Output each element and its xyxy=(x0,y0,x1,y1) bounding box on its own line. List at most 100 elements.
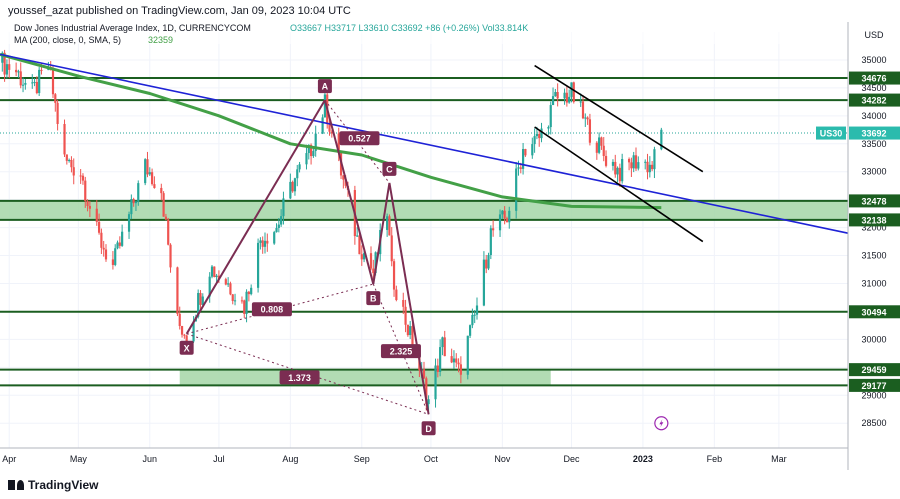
currency-label: USD xyxy=(864,30,884,40)
candle-body xyxy=(533,136,536,145)
candle-body xyxy=(130,199,133,215)
last-price-label: 33692 xyxy=(861,129,886,139)
moving-average xyxy=(0,52,662,210)
candle-body xyxy=(475,305,479,315)
candle-body xyxy=(70,159,73,168)
candle-body xyxy=(524,148,527,156)
candle-body xyxy=(468,325,472,336)
time-tick-label: Jun xyxy=(143,454,158,464)
candle-body xyxy=(243,300,246,314)
candle-body xyxy=(63,123,66,155)
price-chart[interactable]: X A B C D 0.527 0.808 2.325 1.373 Dow Jones Indu… xyxy=(0,22,900,470)
level-tag-label: 29177 xyxy=(861,381,886,391)
price-tick-label: 31000 xyxy=(861,279,886,289)
candle-body xyxy=(452,358,456,363)
candle-body xyxy=(459,364,462,375)
candle-body xyxy=(549,105,552,128)
level-tag-label: 30494 xyxy=(861,307,886,317)
candle-body xyxy=(197,292,200,317)
time-tick-label: Mar xyxy=(771,454,787,464)
candle-body xyxy=(84,180,87,202)
candle-body xyxy=(406,324,409,336)
candle-body xyxy=(298,164,301,170)
candle-body xyxy=(614,161,617,175)
candle-body xyxy=(556,92,559,99)
candle-body xyxy=(411,326,414,350)
candle-body xyxy=(402,300,405,307)
candle-body xyxy=(15,69,18,73)
candle-body xyxy=(309,144,313,157)
candle-body xyxy=(372,268,375,274)
candle-body xyxy=(392,261,396,290)
candle-body xyxy=(425,378,428,405)
candle-body xyxy=(427,399,430,405)
candle-body xyxy=(498,214,502,231)
candle-body xyxy=(374,252,377,274)
candle-body xyxy=(616,167,619,175)
zone-rect xyxy=(179,369,551,386)
candle-body xyxy=(330,131,333,134)
candle-body xyxy=(482,259,486,306)
candle-body xyxy=(572,82,575,102)
candle-body xyxy=(651,164,654,170)
candle-body xyxy=(291,181,294,192)
candle-body xyxy=(342,175,345,180)
pattern-ratio-badge xyxy=(380,344,421,359)
legend-ma: MA (200, close, 0, SMA, 5) xyxy=(14,35,121,45)
candle-body xyxy=(337,133,340,153)
candle-body xyxy=(19,71,22,86)
candle-body xyxy=(148,172,151,175)
support-resistance-zones xyxy=(0,200,848,386)
pattern-leg xyxy=(323,99,375,285)
candle-body xyxy=(68,159,71,161)
price-tick-label: 33500 xyxy=(861,139,886,149)
candle-body xyxy=(231,294,234,301)
candle-body xyxy=(215,275,218,278)
candle-body xyxy=(224,279,227,285)
candle-body xyxy=(100,232,103,248)
candle-body xyxy=(199,292,202,305)
tradingview-logo[interactable]: TradingView xyxy=(8,478,98,492)
candle-body xyxy=(637,162,640,169)
level-tag xyxy=(849,93,900,107)
candle-body xyxy=(114,248,117,265)
candle-body xyxy=(111,259,115,265)
level-tag xyxy=(849,305,900,319)
price-axis[interactable]: 2850029000295003000030500310003150032000… xyxy=(816,22,900,470)
candle-body xyxy=(56,102,59,124)
candle-body xyxy=(132,199,135,204)
candle-body xyxy=(634,155,638,169)
candle-body xyxy=(185,335,188,342)
candle-body xyxy=(646,161,649,173)
candle-body xyxy=(586,117,589,120)
legend-ohlc: O33667 H33717 L33610 C33692 +86 (+0.26%)… xyxy=(290,23,528,33)
level-tag xyxy=(849,363,900,377)
candle-body xyxy=(457,362,460,365)
price-tick-label: 33000 xyxy=(861,167,886,177)
candle-body xyxy=(627,159,631,163)
candle-body xyxy=(563,92,566,99)
channel-upper-line xyxy=(534,64,704,173)
candle-body xyxy=(487,255,490,269)
candle-body xyxy=(538,134,541,139)
candle-body xyxy=(81,175,85,181)
candle-body xyxy=(388,216,391,236)
pattern-ratio-badge xyxy=(251,302,292,317)
candle-body xyxy=(360,254,363,260)
trend-lines xyxy=(0,53,849,243)
level-tag-label: 34676 xyxy=(861,74,886,84)
candle-body xyxy=(632,155,635,169)
pattern-leg xyxy=(185,99,326,335)
time-axis[interactable]: Apr May Jun Jul Aug Sep Oct Nov Dec 2023 Feb Mar xyxy=(0,447,848,464)
candle-body xyxy=(134,201,138,204)
tradingview-logo-icon xyxy=(8,480,24,490)
candle-body xyxy=(88,206,91,209)
legend-ma-value: 32359 xyxy=(148,35,173,45)
harmonic-pattern: X A B C D 0.527 0.808 2.325 1.373 xyxy=(179,79,669,436)
symbol-tag-label: US30 xyxy=(820,129,843,139)
candle-body xyxy=(162,193,165,217)
level-tag xyxy=(849,71,900,85)
price-tick-label: 31500 xyxy=(861,251,886,261)
time-tick-label: Dec xyxy=(563,454,580,464)
candle-body xyxy=(213,266,216,277)
